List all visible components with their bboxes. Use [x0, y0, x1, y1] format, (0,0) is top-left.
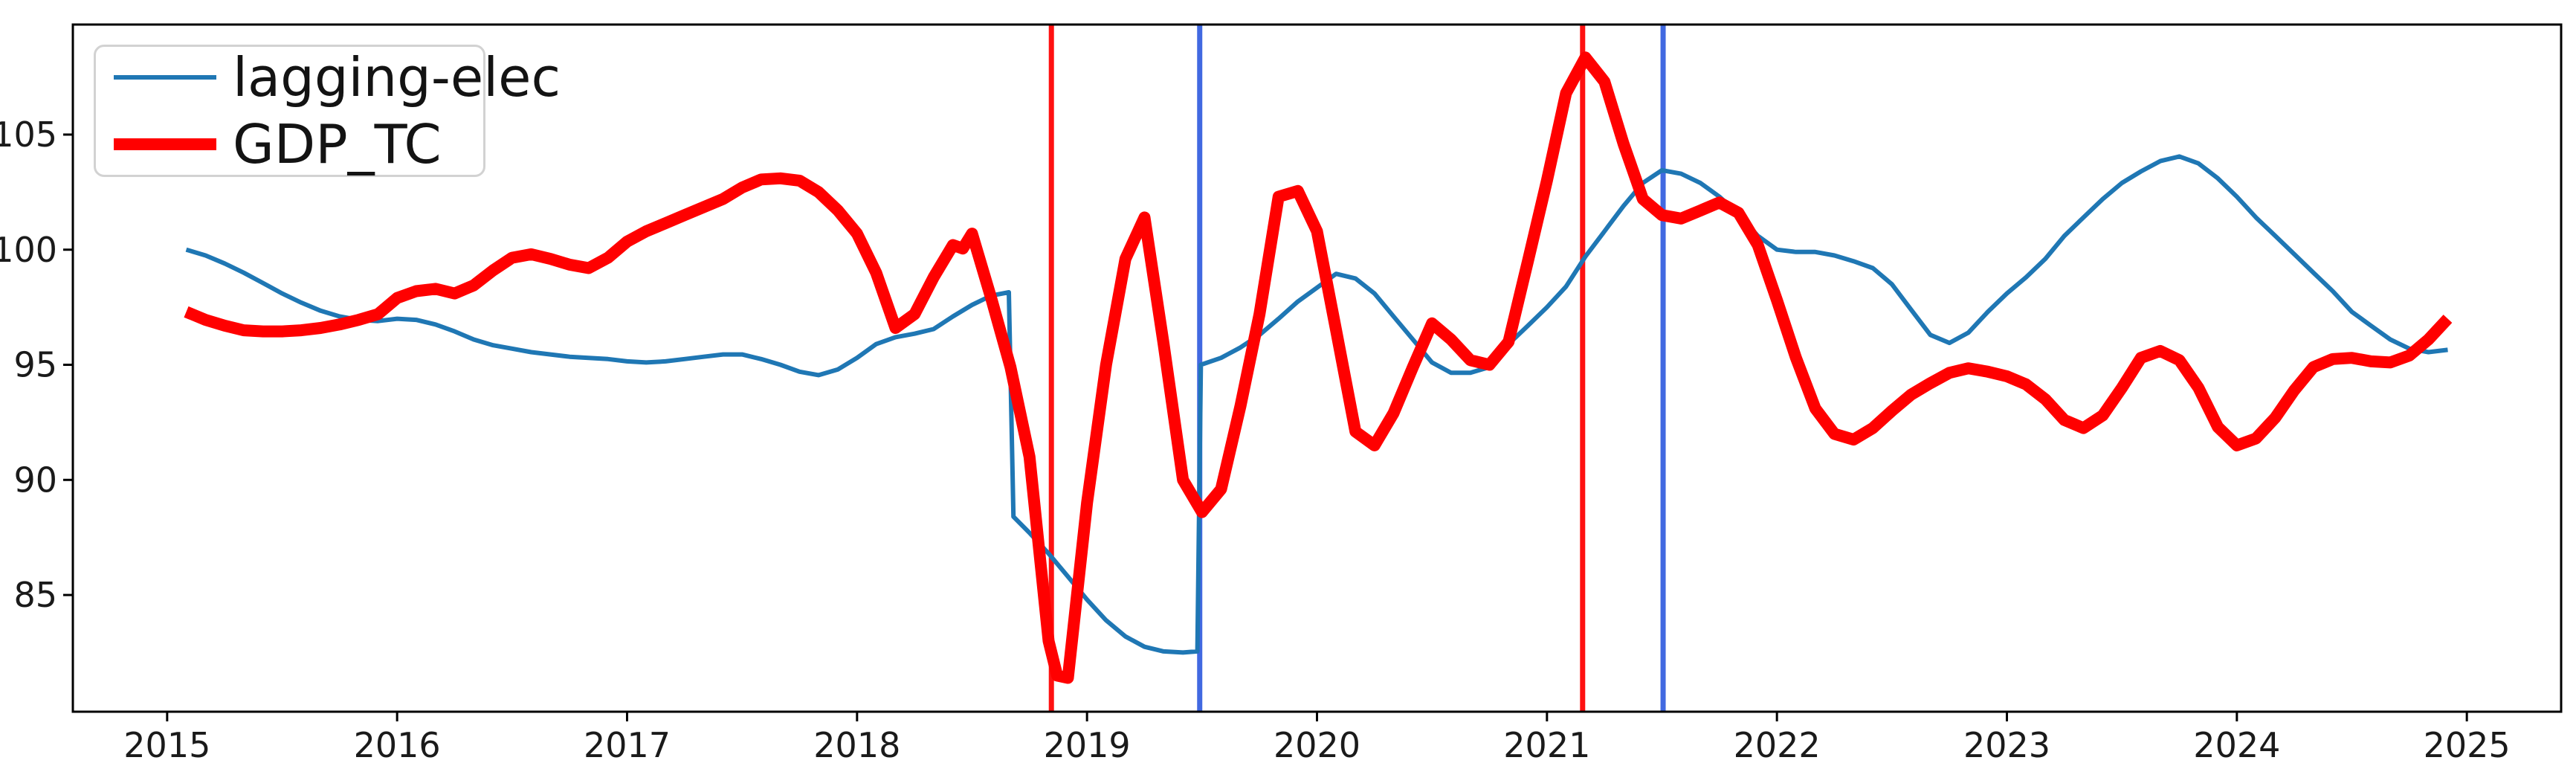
y-tick-label: 100: [0, 230, 57, 270]
x-tick-label: 2020: [1274, 725, 1360, 765]
y-tick-label: 95: [13, 345, 57, 385]
x-tick-label: 2022: [1734, 725, 1821, 765]
legend-entry-lagging-elec: lagging-elec: [96, 49, 561, 106]
legend: lagging-elec GDP_TC: [94, 45, 561, 177]
x-tick-label: 2017: [584, 725, 671, 765]
legend-label: lagging-elec: [233, 46, 561, 109]
x-tick-label: 2015: [123, 725, 210, 765]
legend-label: GDP_TC: [233, 113, 442, 176]
x-tick-label: 2018: [813, 725, 900, 765]
legend-line-sample-blue: [114, 75, 216, 80]
x-tick-label: 2019: [1044, 725, 1131, 765]
x-tick-label: 2023: [1963, 725, 2050, 765]
y-tick-label: 90: [13, 460, 57, 500]
x-tick-label: 2016: [354, 725, 441, 765]
y-tick-label: 85: [13, 575, 57, 615]
y-tick-label: 105: [0, 115, 57, 155]
legend-entry-gdp-tc: GDP_TC: [96, 116, 483, 173]
x-tick-label: 2024: [2193, 725, 2280, 765]
series-line-lagging-elec: [185, 154, 2448, 655]
x-tick-label: 2021: [1503, 725, 1590, 765]
series-line-GDP_TC: [184, 51, 2453, 684]
x-tick-label: 2025: [2424, 725, 2511, 765]
legend-line-sample-red: [114, 138, 216, 150]
